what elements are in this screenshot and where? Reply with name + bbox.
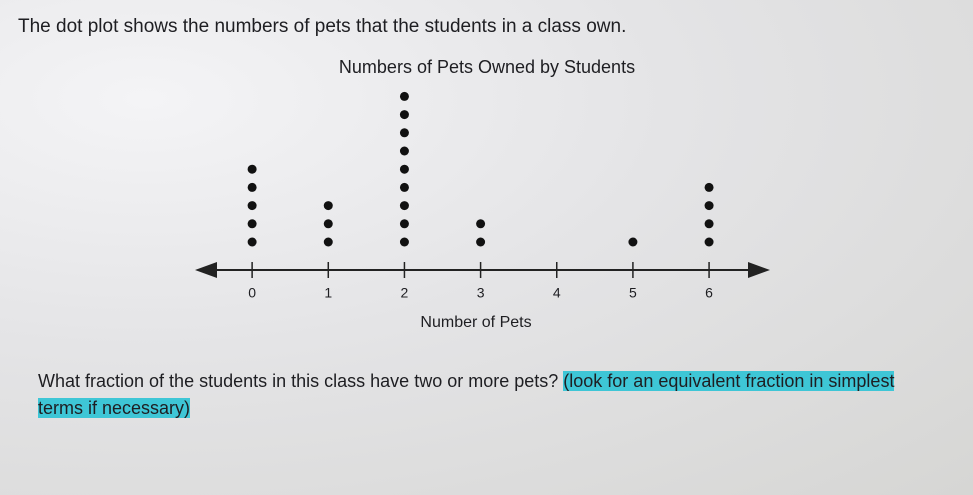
x-tick-label: 1 xyxy=(324,285,332,301)
x-tick-label: 0 xyxy=(248,285,256,301)
chart-title: Numbers of Pets Owned by Students xyxy=(339,57,635,77)
dot xyxy=(628,237,638,247)
dot xyxy=(399,182,409,192)
x-tick-label: 6 xyxy=(705,285,713,301)
dot xyxy=(399,201,409,211)
x-tick-label: 5 xyxy=(629,285,637,301)
dot xyxy=(247,201,257,211)
dot xyxy=(247,182,257,192)
dot xyxy=(323,237,333,247)
dot xyxy=(399,128,409,138)
intro-text: The dot plot shows the numbers of pets t… xyxy=(18,16,627,37)
dot xyxy=(399,237,409,247)
x-axis-label: Number of Pets xyxy=(420,314,531,331)
dot xyxy=(704,182,714,192)
dot xyxy=(476,237,486,247)
dot xyxy=(704,219,714,229)
dot xyxy=(323,201,333,211)
x-tick-label: 4 xyxy=(553,285,561,301)
x-tick-label: 2 xyxy=(401,285,409,301)
dot xyxy=(704,237,714,247)
arrow-left xyxy=(195,262,217,278)
dot xyxy=(399,91,409,101)
dot xyxy=(399,110,409,120)
dot xyxy=(704,201,714,211)
dot xyxy=(323,219,333,229)
arrow-right xyxy=(748,262,770,278)
dot xyxy=(247,237,257,247)
dot xyxy=(247,164,257,174)
dot xyxy=(247,219,257,229)
dot xyxy=(399,146,409,156)
dot xyxy=(399,219,409,229)
dot xyxy=(399,164,409,174)
dot xyxy=(476,219,486,229)
question-text: What fraction of the students in this cl… xyxy=(38,371,559,391)
question: What fraction of the students in this cl… xyxy=(38,368,918,422)
dot-plot: Numbers of Pets Owned by Students Number… xyxy=(195,57,770,331)
x-tick-label: 3 xyxy=(477,285,485,301)
